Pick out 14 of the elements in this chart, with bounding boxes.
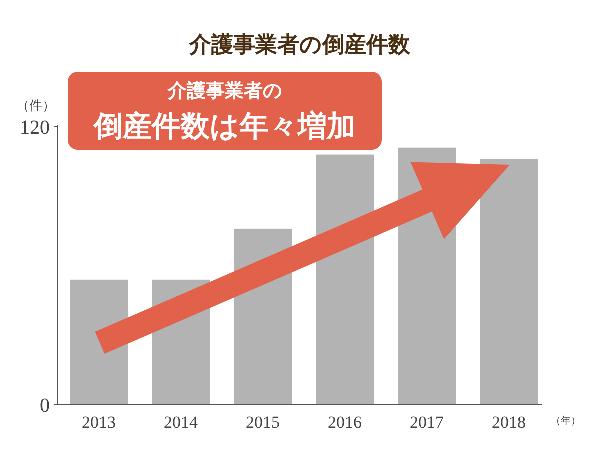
x-tick-label: 2018 <box>492 413 526 432</box>
text: 介護事業者の <box>167 80 282 102</box>
x-tick-label: 2015 <box>246 413 280 432</box>
x-tick-label: 2017 <box>410 413 444 432</box>
y-axis-title: （件） <box>16 99 56 114</box>
annotation: 倒産件数は年々増加 <box>93 109 356 143</box>
x-tick-label: 2014 <box>164 413 198 432</box>
bar <box>480 159 538 405</box>
y-tick-label: 120 <box>20 117 50 139</box>
chart-title: 介護事業者の倒産件数 <box>188 32 412 58</box>
x-tick-label: 2016 <box>328 413 362 432</box>
x-axis-title: （年） <box>551 415 581 427</box>
x-tick-label: 2013 <box>82 413 116 432</box>
y-tick-label: 0 <box>40 395 50 417</box>
